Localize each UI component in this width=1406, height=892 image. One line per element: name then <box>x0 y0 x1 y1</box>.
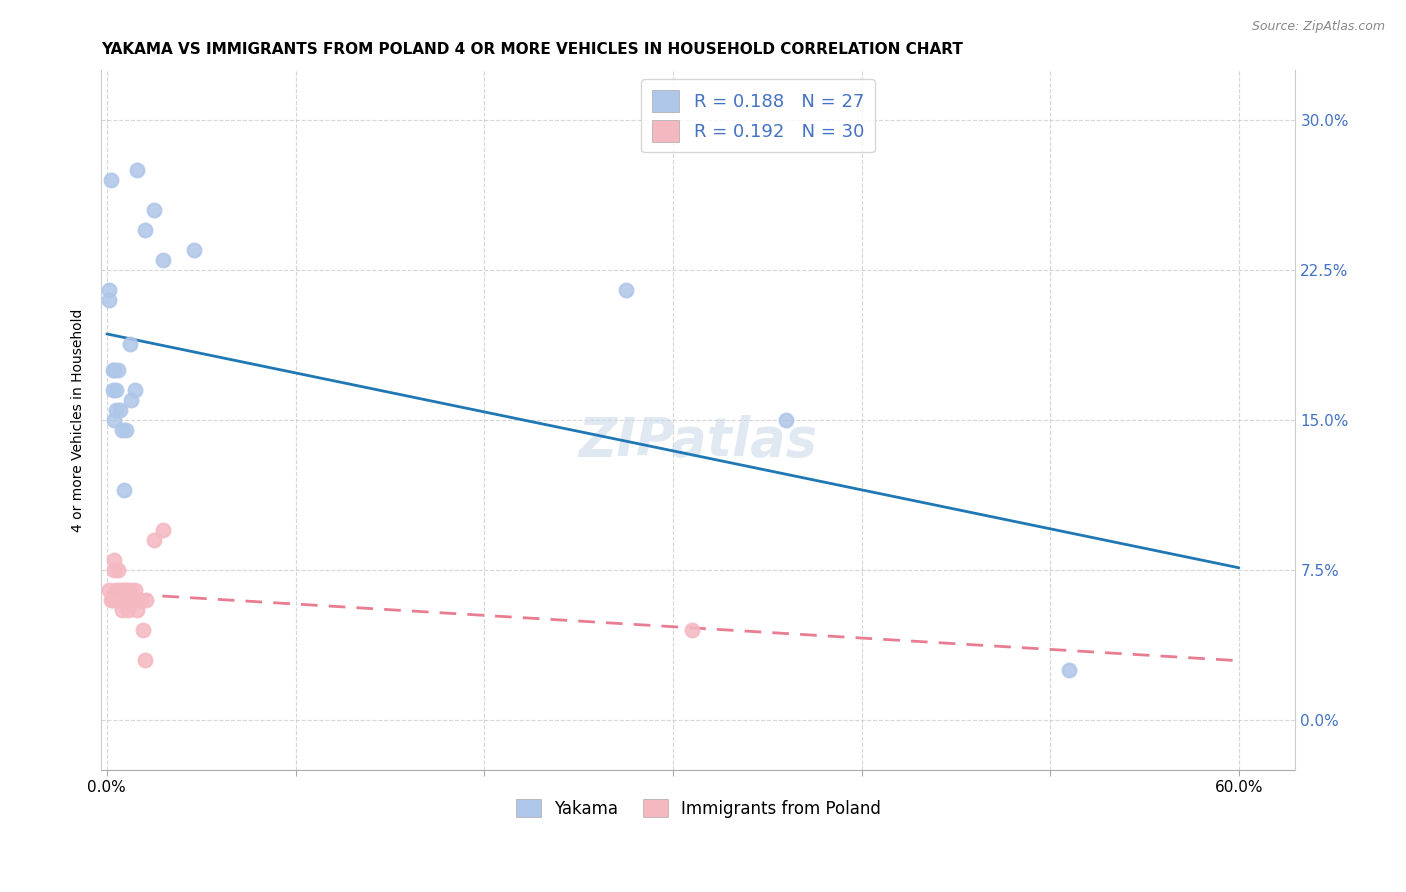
Point <box>118 583 141 598</box>
Point <box>143 533 166 548</box>
Text: Source: ZipAtlas.com: Source: ZipAtlas.com <box>1251 20 1385 33</box>
Point <box>111 423 134 437</box>
Point <box>152 253 174 268</box>
Point <box>105 383 128 397</box>
Point <box>117 603 139 617</box>
Point <box>103 553 125 567</box>
Point <box>107 593 129 607</box>
Point <box>134 223 156 237</box>
Point <box>112 583 135 598</box>
Point <box>100 593 122 607</box>
Point <box>135 593 157 607</box>
Point <box>118 593 141 607</box>
Point <box>103 363 125 377</box>
Point <box>111 593 134 607</box>
Point <box>129 593 152 607</box>
Point <box>105 583 128 598</box>
Point <box>107 563 129 577</box>
Point <box>100 173 122 187</box>
Point <box>124 383 146 397</box>
Point <box>111 603 134 617</box>
Point <box>103 413 125 427</box>
Point <box>114 583 136 598</box>
Point <box>112 483 135 498</box>
Point <box>125 163 148 178</box>
Point <box>97 283 120 297</box>
Point <box>125 603 148 617</box>
Point <box>143 203 166 218</box>
Point <box>108 583 131 598</box>
Point <box>152 523 174 537</box>
Point <box>614 283 637 297</box>
Point <box>105 403 128 417</box>
Point <box>114 423 136 437</box>
Point <box>134 653 156 667</box>
Point <box>97 293 120 308</box>
Text: YAKAMA VS IMMIGRANTS FROM POLAND 4 OR MORE VEHICLES IN HOUSEHOLD CORRELATION CHA: YAKAMA VS IMMIGRANTS FROM POLAND 4 OR MO… <box>101 42 963 57</box>
Point <box>122 593 145 607</box>
Legend: Yakama, Immigrants from Poland: Yakama, Immigrants from Poland <box>509 793 887 824</box>
Point <box>101 383 124 397</box>
Point <box>124 583 146 598</box>
Point <box>101 363 124 377</box>
Point <box>105 593 128 607</box>
Point <box>132 623 155 637</box>
Point <box>125 593 148 607</box>
Point <box>114 593 136 607</box>
Point <box>112 593 135 607</box>
Point <box>775 413 797 427</box>
Point <box>101 593 124 607</box>
Point <box>108 403 131 417</box>
Point <box>183 244 205 258</box>
Point <box>1057 663 1080 677</box>
Point <box>120 393 142 408</box>
Y-axis label: 4 or more Vehicles in Household: 4 or more Vehicles in Household <box>72 309 86 532</box>
Point <box>107 363 129 377</box>
Point <box>118 337 141 351</box>
Text: ZIPatlas: ZIPatlas <box>579 415 818 467</box>
Point <box>97 583 120 598</box>
Point <box>103 563 125 577</box>
Point <box>681 623 703 637</box>
